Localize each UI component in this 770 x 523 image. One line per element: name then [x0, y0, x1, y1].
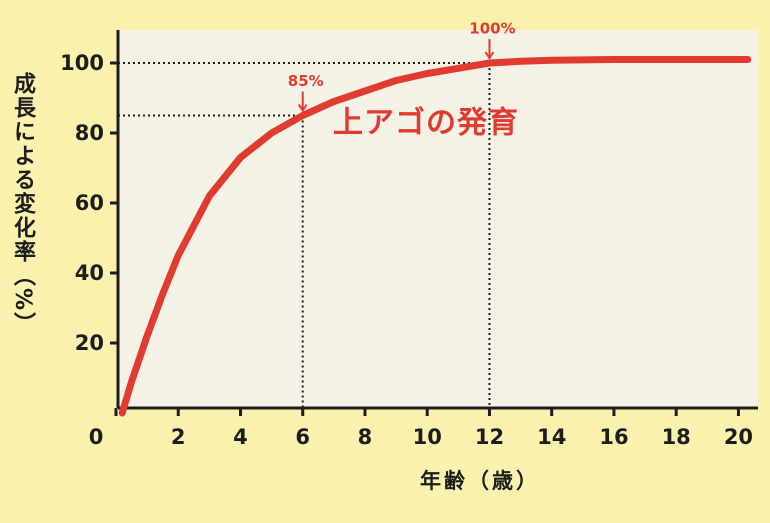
annotation-arrow: [484, 39, 495, 60]
y-tick-label: 40: [75, 261, 104, 285]
y-tick-label: 100: [60, 51, 104, 75]
x-tick-label: 10: [413, 425, 442, 449]
x-tick-label: 18: [662, 425, 691, 449]
y-tick-label: 60: [75, 191, 104, 215]
x-tick-label: 4: [233, 425, 248, 449]
x-tick-label: 8: [358, 425, 373, 449]
y-axis-label: 成長による変化率（%）: [10, 72, 36, 336]
series-label: 上アゴの発育: [333, 106, 519, 141]
x-tick-label: 0: [89, 425, 104, 449]
x-tick-label: 20: [724, 425, 753, 449]
annotation-label: 100%: [469, 20, 515, 38]
x-tick-label: 6: [295, 425, 310, 449]
x-tick-label: 2: [171, 425, 186, 449]
data-line: [118, 56, 752, 417]
y-tick-label: 80: [75, 121, 104, 145]
annotation-label: 85%: [288, 72, 324, 90]
y-tick-label: 20: [75, 331, 104, 355]
plot-area: [118, 30, 758, 408]
x-axis-label: 年齢（歳）: [420, 469, 540, 493]
x-tick-label: 14: [537, 425, 566, 449]
x-tick-label: 12: [475, 425, 504, 449]
x-tick-label: 16: [599, 425, 628, 449]
annotation-arrow: [297, 91, 308, 113]
